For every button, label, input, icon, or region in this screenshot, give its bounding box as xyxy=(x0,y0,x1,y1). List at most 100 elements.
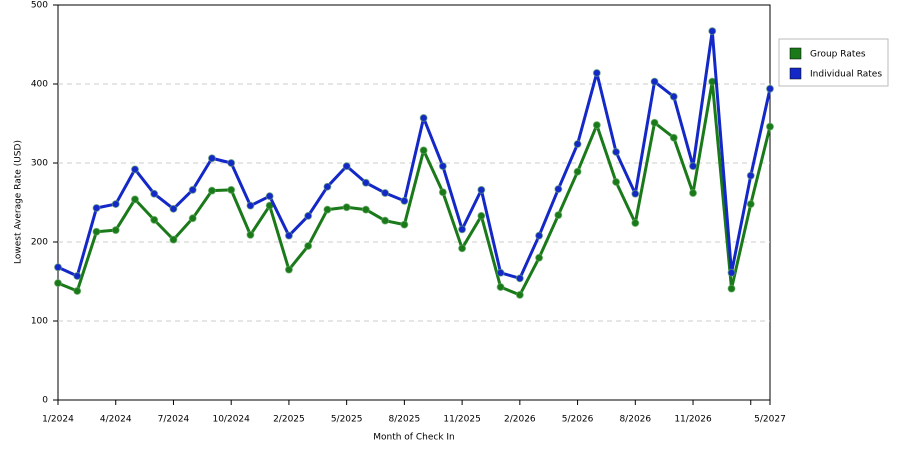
y-tick-label: 400 xyxy=(31,80,48,90)
point xyxy=(361,178,370,187)
point xyxy=(284,231,293,240)
point xyxy=(438,188,447,197)
y-tick-label: 500 xyxy=(31,1,48,11)
x-tick-label: 7/2024 xyxy=(158,415,190,425)
y-tick-label: 100 xyxy=(31,317,48,327)
x-tick-label: 2/2025 xyxy=(273,415,305,425)
legend-label: Individual Rates xyxy=(810,70,882,80)
point xyxy=(554,185,563,194)
point xyxy=(766,122,774,131)
point xyxy=(169,235,178,244)
point xyxy=(227,185,236,194)
point xyxy=(73,286,82,295)
x-tick-label: 4/2024 xyxy=(100,415,132,425)
point xyxy=(342,203,351,212)
point xyxy=(73,271,82,280)
point xyxy=(496,268,505,277)
point xyxy=(381,216,390,225)
x-tick-label: 5/2026 xyxy=(562,415,594,425)
series-line xyxy=(57,80,772,297)
point xyxy=(54,263,62,272)
point xyxy=(111,226,120,235)
legend-label: Group Rates xyxy=(810,50,866,60)
x-tick-label: 2/2026 xyxy=(504,415,536,425)
point xyxy=(573,167,582,176)
point xyxy=(477,185,486,194)
point xyxy=(631,219,640,228)
point xyxy=(746,171,755,180)
point xyxy=(207,154,216,163)
point xyxy=(400,196,409,205)
point xyxy=(612,147,621,156)
plot-frame xyxy=(57,4,771,401)
x-tick-label: 10/2024 xyxy=(212,415,250,425)
point xyxy=(361,205,370,214)
legend-swatch xyxy=(789,67,802,80)
point xyxy=(150,215,159,224)
point xyxy=(631,189,640,198)
x-tick-label: 8/2026 xyxy=(619,415,651,425)
point xyxy=(496,283,505,292)
point xyxy=(207,186,216,195)
point xyxy=(727,268,736,277)
point xyxy=(111,200,120,209)
point xyxy=(708,27,717,36)
point xyxy=(92,227,101,236)
point xyxy=(188,185,197,194)
point xyxy=(689,189,698,198)
series-line xyxy=(57,29,772,280)
point xyxy=(265,192,274,201)
point xyxy=(766,84,774,93)
point xyxy=(727,284,736,293)
point xyxy=(323,182,332,191)
y-tick-label: 200 xyxy=(31,238,48,248)
legend-swatch xyxy=(789,47,802,60)
point xyxy=(669,133,678,142)
y-axis-title: Lowest Average Rate (USD) xyxy=(14,140,24,264)
x-axis-title: Month of Check In xyxy=(373,433,455,443)
point xyxy=(554,211,563,220)
point xyxy=(438,162,447,171)
point xyxy=(515,274,524,283)
point xyxy=(419,146,428,155)
y-tick-label: 300 xyxy=(31,159,48,169)
point xyxy=(130,195,139,204)
point xyxy=(458,225,467,234)
point xyxy=(246,201,255,210)
point xyxy=(477,211,486,220)
point xyxy=(188,214,197,223)
point xyxy=(612,177,621,186)
point xyxy=(304,211,313,220)
point xyxy=(669,92,678,101)
point xyxy=(169,204,178,213)
x-tick-label: 11/2025 xyxy=(443,415,480,425)
y-tick-label: 0 xyxy=(42,396,48,406)
x-tick-label: 5/2025 xyxy=(331,415,363,425)
point xyxy=(227,159,236,167)
point xyxy=(284,265,293,274)
point xyxy=(400,220,409,229)
point xyxy=(304,241,313,250)
point xyxy=(535,231,544,240)
point xyxy=(689,162,698,171)
point xyxy=(419,113,428,122)
point xyxy=(323,205,332,214)
point xyxy=(92,204,101,213)
x-tick-label: 1/2024 xyxy=(42,415,74,425)
point xyxy=(54,279,62,288)
point xyxy=(515,290,524,299)
point xyxy=(130,165,139,174)
point xyxy=(150,189,159,198)
point xyxy=(650,77,659,86)
point xyxy=(573,140,582,149)
point xyxy=(342,162,351,171)
point xyxy=(246,230,255,239)
x-tick-label: 11/2026 xyxy=(674,415,712,425)
point xyxy=(458,244,467,253)
point xyxy=(650,118,659,127)
point xyxy=(381,189,390,198)
x-tick-label: 8/2025 xyxy=(389,415,421,425)
x-tick-label: 5/2027 xyxy=(754,415,786,425)
point xyxy=(746,200,755,209)
